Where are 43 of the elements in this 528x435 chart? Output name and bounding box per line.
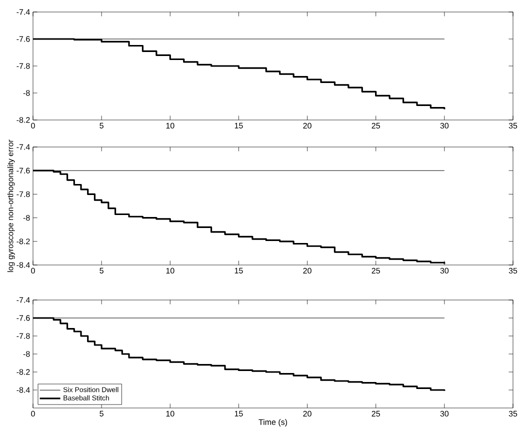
- x-tick-label: 15: [234, 268, 243, 274]
- x-tick-label: 20: [303, 410, 312, 417]
- x-tick-label: 20: [303, 268, 312, 274]
- y-axis-title: log gyroscope non-orthogonality error: [7, 140, 15, 272]
- y-tick-label: -8: [23, 214, 30, 221]
- y-tick-label: -8: [23, 90, 30, 96]
- x-tick-label: 10: [166, 410, 174, 417]
- x-tick-label: 0: [31, 122, 35, 129]
- x-tick-label: 35: [508, 268, 518, 274]
- y-tick-label: -8.2: [16, 238, 30, 244]
- y-tick-label: -7.4: [16, 297, 30, 303]
- y-tick-label: -7.8: [16, 63, 30, 69]
- x-tick-label: 10: [166, 122, 174, 129]
- y-tick-label: -8.4: [16, 262, 30, 268]
- y-tick-label: -8: [23, 351, 30, 357]
- x-tick-label: 5: [100, 122, 104, 128]
- y-tick-label: -8.4: [16, 387, 30, 393]
- x-tick-label: 15: [234, 410, 243, 416]
- y-tick-label: -7.6: [16, 168, 30, 174]
- x-tick-label: 25: [372, 122, 380, 129]
- x-tick-label: 5: [100, 410, 104, 416]
- y-tick-label: -7.8: [16, 333, 30, 339]
- y-tick-label: -7.4: [16, 144, 30, 150]
- x-tick-label: 30: [440, 122, 449, 129]
- y-tick-label: -8.2: [16, 117, 30, 123]
- x-tick-label: 30: [440, 268, 449, 274]
- y-tick-label: -7.6: [16, 315, 30, 321]
- x-axis-title: Time (s): [258, 419, 288, 427]
- x-tick-label: 25: [372, 268, 380, 274]
- x-tick-label: 25: [372, 410, 380, 417]
- x-tick-label: 5: [100, 268, 104, 274]
- y-tick-label: -7.6: [16, 36, 30, 42]
- y-tick-label: -7.8: [16, 191, 30, 198]
- x-tick-label: 30: [440, 410, 449, 417]
- y-tick-label: -8.2: [16, 369, 30, 375]
- x-tick-label: 15: [234, 122, 243, 128]
- x-tick-label: 10: [166, 268, 174, 274]
- x-tick-label: 20: [303, 122, 312, 129]
- x-tick-label: 0: [31, 268, 35, 274]
- x-tick-label: 35: [508, 122, 518, 129]
- x-tick-label: 0: [31, 410, 35, 417]
- x-tick-label: 35: [508, 410, 518, 417]
- y-tick-label: -7.4: [16, 9, 30, 15]
